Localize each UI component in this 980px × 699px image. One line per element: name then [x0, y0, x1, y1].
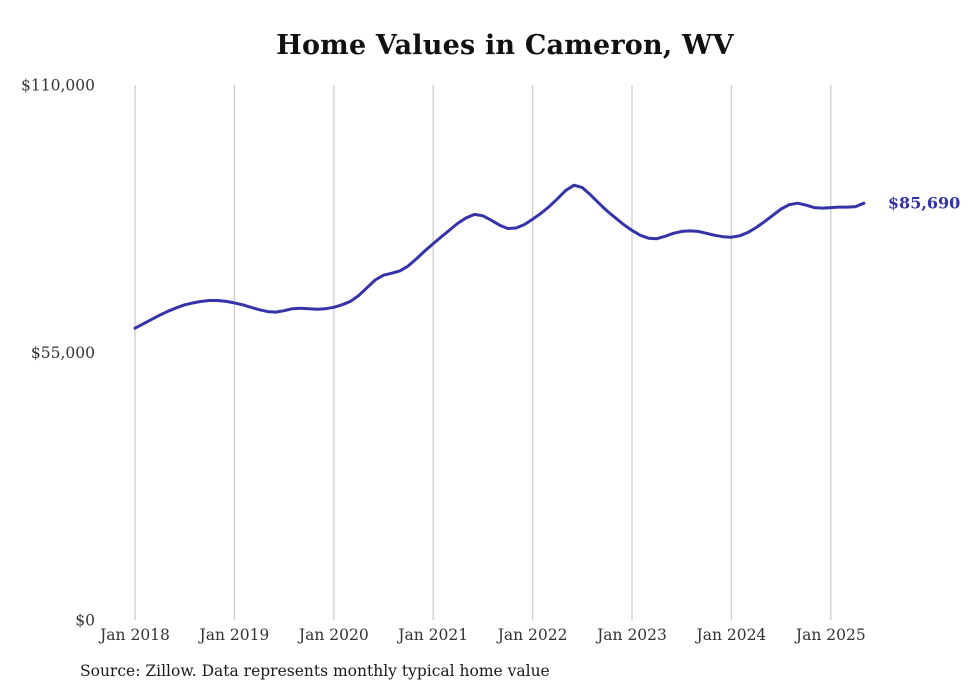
- y-tick-label: $110,000: [21, 77, 95, 95]
- x-tick-label: Jan 2021: [396, 626, 468, 644]
- chart-title: Home Values in Cameron, WV: [276, 30, 734, 61]
- y-tick-label: $0: [75, 612, 95, 630]
- y-tick-label: $55,000: [31, 344, 95, 362]
- x-tick-label: Jan 2025: [794, 626, 866, 644]
- x-tick-label: Jan 2019: [197, 626, 269, 644]
- x-tick-label: Jan 2018: [98, 626, 170, 644]
- x-tick-label: Jan 2020: [297, 626, 369, 644]
- source-note: Source: Zillow. Data represents monthly …: [80, 662, 550, 680]
- x-tick-label: Jan 2022: [496, 626, 568, 644]
- home-value-line: [133, 183, 866, 330]
- x-tick-label: Jan 2023: [595, 626, 667, 644]
- x-tick-label: Jan 2024: [694, 626, 766, 644]
- final-value-label: $85,690: [888, 194, 960, 213]
